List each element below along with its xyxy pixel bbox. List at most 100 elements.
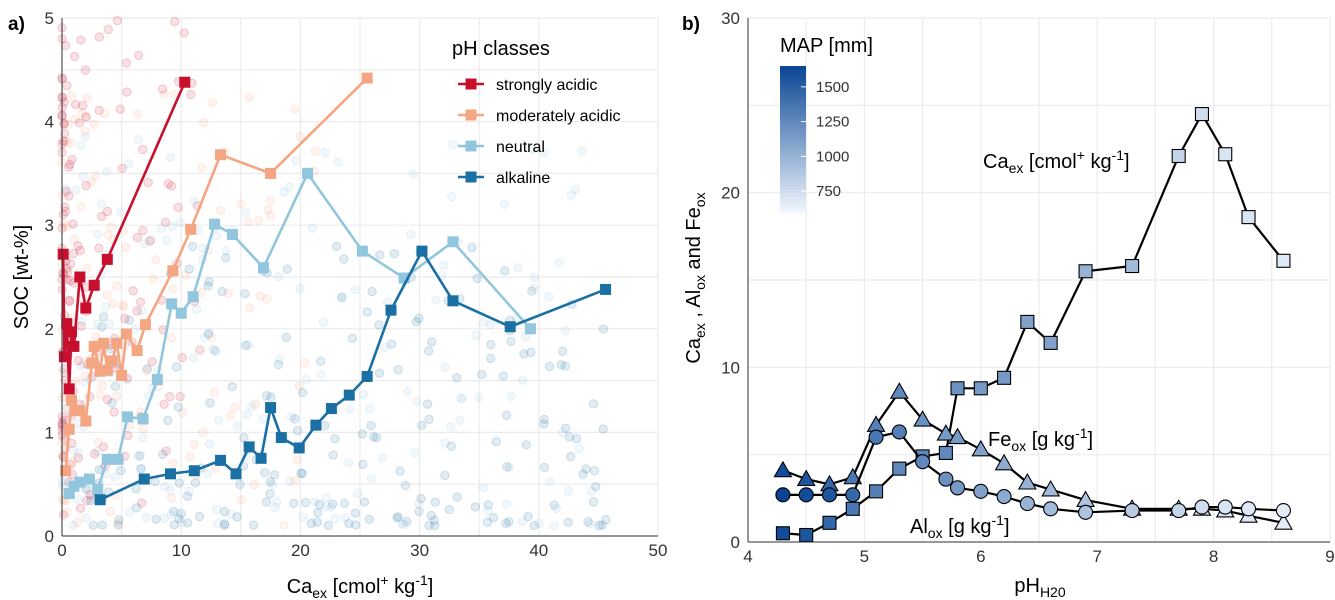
background-point <box>128 286 138 296</box>
panel-b-x-axis-label: pHH20 <box>1014 575 1065 600</box>
colorbar-segment <box>780 91 806 96</box>
panel-a-chart: a) 0 10 20 30 40 50 0 1 2 3 4 5 SOC [wt-%] Caex [cm… <box>8 9 667 600</box>
background-point <box>240 340 251 351</box>
background-point <box>289 498 299 509</box>
background-point <box>429 515 439 526</box>
background-point <box>69 51 80 62</box>
background-point <box>551 503 562 514</box>
legend-title: pH classes <box>452 38 550 60</box>
point-Ca_ex <box>775 526 790 541</box>
background-point <box>64 295 75 305</box>
background-point <box>102 206 113 217</box>
legend-label: moderately acidic <box>496 108 621 125</box>
colorbar-segment <box>780 139 806 144</box>
background-point <box>350 284 360 295</box>
xlabel-a-sub: ex <box>312 585 327 600</box>
point-Ca_ex <box>1043 335 1058 350</box>
background-point <box>81 112 91 122</box>
xlabel-a-sup: + <box>380 572 388 588</box>
colorbar-segment <box>780 190 806 195</box>
background-point <box>362 307 373 317</box>
background-point <box>571 433 582 444</box>
x-tick-label: 7 <box>1092 547 1101 566</box>
colorbar-segment <box>780 168 806 173</box>
background-point <box>73 355 83 366</box>
background-point <box>123 159 134 169</box>
background-point <box>135 451 145 461</box>
annotation-fe: Feox [g kg-1] <box>988 425 1093 454</box>
annotation-part: ox <box>928 525 943 541</box>
background-point <box>58 433 69 444</box>
background-point <box>119 301 129 312</box>
background-point <box>499 199 510 210</box>
background-point <box>70 114 80 125</box>
annotation-part: ] <box>1124 151 1130 173</box>
ylabel-b-part: ox <box>692 275 708 290</box>
background-point <box>560 361 571 371</box>
point-moderately-acidic <box>88 340 100 352</box>
colorbar: MAP [mm] 1500 1250 1000 750 <box>780 35 873 213</box>
point-strongly-acidic <box>61 318 73 330</box>
annotation-part: [g kg <box>943 516 992 538</box>
y-tick-label: 0 <box>45 527 54 546</box>
background-point <box>440 470 450 481</box>
background-point <box>114 518 124 528</box>
background-point <box>343 458 354 468</box>
background-point <box>204 277 214 287</box>
point-Al_ox <box>1019 496 1035 512</box>
colorbar-segment <box>780 76 806 82</box>
background-point <box>174 514 184 524</box>
background-point <box>486 339 496 350</box>
background-point <box>124 507 135 517</box>
background-point <box>176 508 186 519</box>
background-point <box>160 481 170 491</box>
point-alkaline <box>164 468 176 480</box>
background-point <box>199 332 210 343</box>
background-point <box>131 484 141 494</box>
point-alkaline <box>230 468 242 480</box>
point-Fe_ox <box>913 410 933 427</box>
background-point <box>517 516 528 527</box>
background-point <box>365 404 375 415</box>
background-point <box>169 520 180 530</box>
point-Al_ox <box>1275 503 1291 519</box>
background-point <box>446 422 456 432</box>
background-point <box>168 284 178 294</box>
background-point <box>320 147 330 158</box>
point-alkaline <box>243 441 255 453</box>
background-point <box>138 423 148 434</box>
background-point <box>92 446 103 457</box>
background-point <box>290 414 300 424</box>
background-point <box>285 476 295 486</box>
background-point <box>72 517 82 528</box>
background-point <box>204 328 214 338</box>
background-point <box>279 187 289 197</box>
background-point <box>223 288 233 299</box>
background-point <box>58 136 69 146</box>
colorbar-segment <box>780 124 806 129</box>
background-point <box>59 202 70 212</box>
point-Fe_ox <box>971 439 991 457</box>
point-alkaline <box>293 442 305 454</box>
background-point <box>528 144 538 155</box>
background-point <box>64 296 75 307</box>
background-point <box>219 519 230 529</box>
background-point <box>165 391 175 402</box>
background-point <box>255 291 265 301</box>
background-point <box>189 196 199 206</box>
colorbar-segment <box>780 98 806 104</box>
background-point <box>301 374 312 385</box>
colorbar-segment <box>780 84 806 89</box>
background-point <box>68 219 78 229</box>
legend-label: alkaline <box>496 170 550 187</box>
background-point <box>560 423 571 434</box>
background-point <box>93 229 103 240</box>
colorbar-tick-label: 1250 <box>816 114 849 131</box>
background-point <box>527 286 537 296</box>
point-neutral <box>166 298 178 310</box>
point-neutral <box>151 374 163 386</box>
background-point <box>71 185 81 196</box>
point-alkaline <box>361 370 373 382</box>
colorbar-segment <box>780 135 806 140</box>
background-point <box>389 249 400 259</box>
